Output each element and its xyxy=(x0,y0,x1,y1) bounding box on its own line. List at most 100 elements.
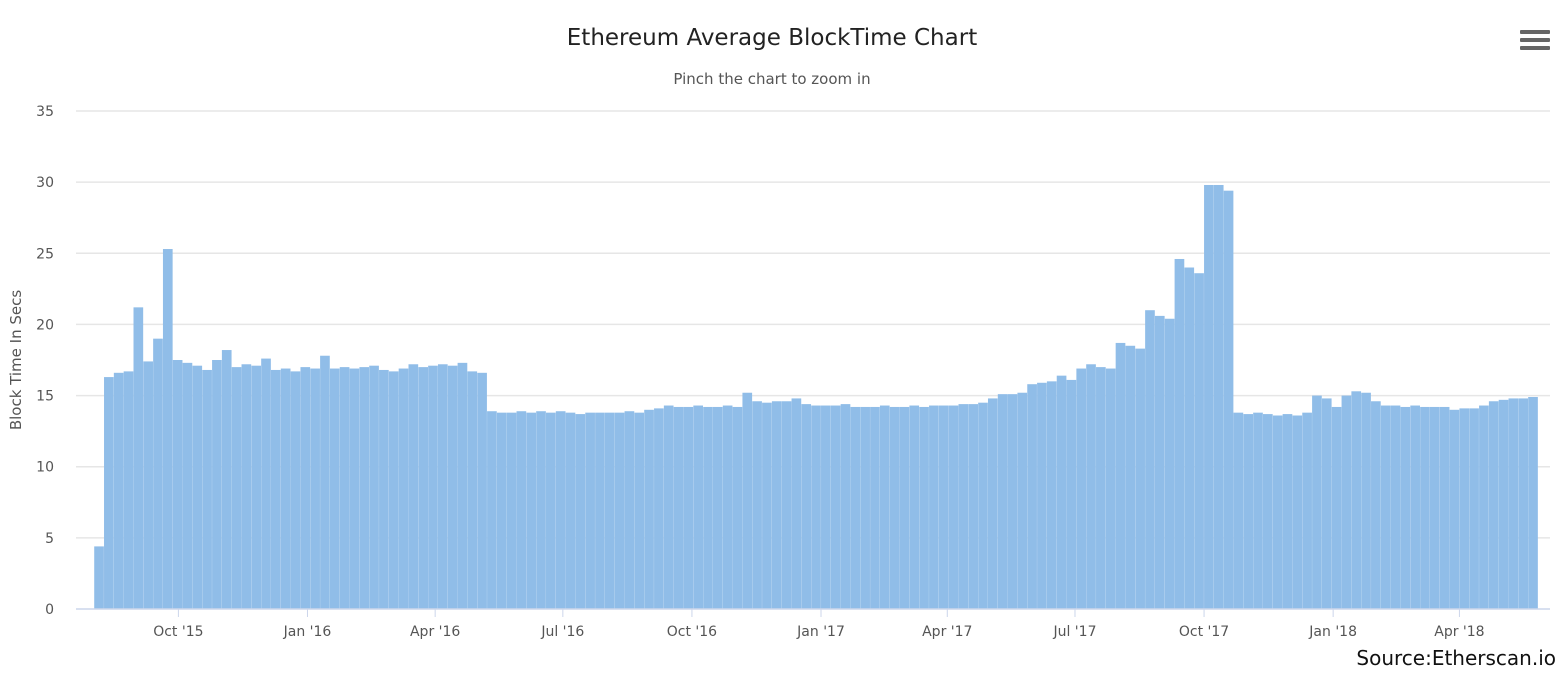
bar[interactable] xyxy=(1449,409,1460,609)
bar[interactable] xyxy=(929,405,939,609)
bar[interactable] xyxy=(693,405,703,609)
bar[interactable] xyxy=(280,368,291,609)
bar[interactable] xyxy=(202,369,212,609)
bar[interactable] xyxy=(742,392,753,609)
bar[interactable] xyxy=(1007,394,1018,609)
bar[interactable] xyxy=(1027,384,1037,609)
bar[interactable] xyxy=(1498,399,1509,609)
bar[interactable] xyxy=(791,398,802,609)
bar[interactable] xyxy=(1508,398,1519,609)
bar[interactable] xyxy=(663,405,674,609)
bar[interactable] xyxy=(1351,391,1362,609)
bar[interactable] xyxy=(1361,392,1371,609)
bar[interactable] xyxy=(369,365,379,609)
bar[interactable] xyxy=(899,406,910,609)
bar[interactable] xyxy=(182,362,193,609)
bar[interactable] xyxy=(1243,414,1254,609)
bar[interactable] xyxy=(781,401,792,609)
bar[interactable] xyxy=(1479,405,1489,609)
bar[interactable] xyxy=(221,350,232,609)
bar[interactable] xyxy=(1233,412,1244,609)
bar[interactable] xyxy=(241,364,252,609)
bar[interactable] xyxy=(968,404,979,609)
bar[interactable] xyxy=(1341,395,1352,609)
bar[interactable] xyxy=(1154,315,1165,609)
bar[interactable] xyxy=(644,409,654,609)
bar[interactable] xyxy=(565,412,576,609)
bar[interactable] xyxy=(153,338,163,609)
bar[interactable] xyxy=(889,406,900,609)
bar[interactable] xyxy=(811,405,821,609)
bar[interactable] xyxy=(673,406,684,609)
bar[interactable] xyxy=(1017,392,1028,609)
bar[interactable] xyxy=(722,405,733,609)
bar[interactable] xyxy=(526,412,537,609)
bar[interactable] xyxy=(1223,190,1234,609)
bar[interactable] xyxy=(477,372,487,609)
bar[interactable] xyxy=(1312,395,1322,609)
bar[interactable] xyxy=(536,411,546,609)
bar[interactable] xyxy=(1272,415,1283,609)
bar[interactable] xyxy=(987,398,998,609)
bar[interactable] xyxy=(830,405,841,609)
bar[interactable] xyxy=(496,412,507,609)
bar[interactable] xyxy=(1164,318,1175,609)
bar[interactable] xyxy=(1086,364,1096,609)
bar[interactable] xyxy=(1321,398,1332,609)
bar[interactable] xyxy=(1096,367,1106,609)
bar[interactable] xyxy=(958,404,969,609)
bar[interactable] xyxy=(123,371,134,609)
bar-series[interactable] xyxy=(94,184,1538,610)
bar[interactable] xyxy=(634,412,645,609)
bar[interactable] xyxy=(1066,379,1077,609)
bar[interactable] xyxy=(821,405,831,609)
bar[interactable] xyxy=(231,367,242,609)
bar[interactable] xyxy=(1194,273,1204,609)
bar[interactable] xyxy=(1174,258,1185,609)
bar[interactable] xyxy=(978,402,988,609)
bar[interactable] xyxy=(850,406,861,609)
bar[interactable] xyxy=(398,368,409,609)
bar[interactable] xyxy=(555,411,566,609)
bar[interactable] xyxy=(997,394,1008,609)
bar[interactable] xyxy=(801,404,812,609)
bar[interactable] xyxy=(143,361,153,609)
bar[interactable] xyxy=(762,402,772,609)
bar[interactable] xyxy=(654,408,664,609)
bar[interactable] xyxy=(604,412,615,609)
bar[interactable] xyxy=(624,411,635,609)
bar[interactable] xyxy=(870,406,880,609)
bar[interactable] xyxy=(879,405,890,609)
bar[interactable] xyxy=(162,249,173,609)
bar[interactable] xyxy=(113,372,124,609)
bar[interactable] xyxy=(1459,408,1470,609)
bar[interactable] xyxy=(349,368,360,609)
bar[interactable] xyxy=(948,405,959,609)
bar[interactable] xyxy=(261,358,271,609)
bar[interactable] xyxy=(1204,184,1214,610)
bar[interactable] xyxy=(212,360,222,609)
bar[interactable] xyxy=(379,369,389,609)
bar[interactable] xyxy=(320,355,330,609)
bar[interactable] xyxy=(1145,310,1155,609)
bar[interactable] xyxy=(192,365,203,609)
bar[interactable] xyxy=(104,377,114,609)
bar[interactable] xyxy=(1371,401,1381,609)
bar[interactable] xyxy=(1135,348,1145,609)
bar[interactable] xyxy=(506,412,517,609)
bar[interactable] xyxy=(251,365,262,609)
bar[interactable] xyxy=(860,406,870,609)
bar[interactable] xyxy=(585,412,595,609)
bar[interactable] xyxy=(909,405,920,609)
bar[interactable] xyxy=(1115,342,1126,609)
bar[interactable] xyxy=(271,369,281,609)
bar[interactable] xyxy=(1380,405,1391,609)
bar[interactable] xyxy=(1302,412,1312,609)
bar[interactable] xyxy=(516,411,527,609)
bar[interactable] xyxy=(329,368,340,609)
bar[interactable] xyxy=(683,406,694,609)
bar[interactable] xyxy=(595,412,605,609)
bar[interactable] xyxy=(1262,414,1273,609)
bar[interactable] xyxy=(546,412,556,609)
bar[interactable] xyxy=(1046,381,1057,609)
